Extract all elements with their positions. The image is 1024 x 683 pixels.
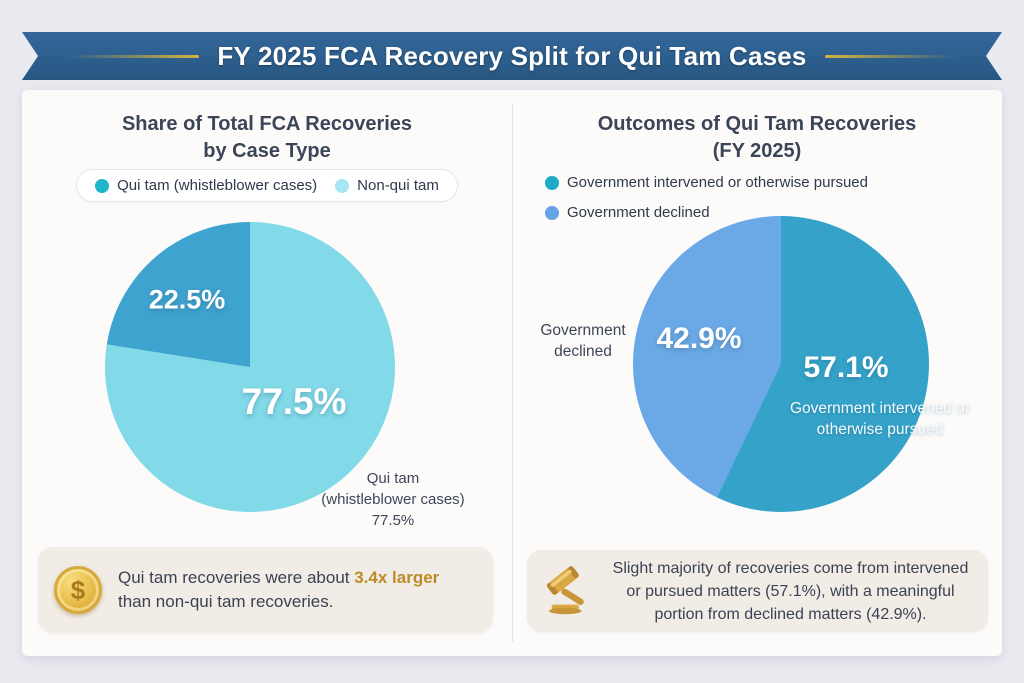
slice-label-qui-tam: 77.5% xyxy=(241,381,347,422)
slice-label-declined: 42.9% xyxy=(656,322,742,355)
right-callout-text: Slight majority of recoveries come from … xyxy=(612,559,969,623)
slice-label-intervened: 57.1% xyxy=(803,351,889,384)
declined-outside-label-line1: Government xyxy=(540,322,626,339)
intervened-inside-label: Government intervened or otherwise pursu… xyxy=(750,398,1010,440)
right-chart-title-line2: (FY 2025) xyxy=(712,140,802,162)
qui-tam-outside-label-line2: (whistleblower cases) xyxy=(321,491,465,508)
panel-divider xyxy=(512,104,513,642)
legend-dot-declined xyxy=(545,205,559,220)
right-chart-title: Outcomes of Qui Tam Recoveries (FY 2025) xyxy=(512,111,1002,165)
qui-tam-outside-label: Qui tam (whistleblower cases) 77.5% xyxy=(278,468,508,531)
title-banner: FY 2025 FCA Recovery Split for Qui Tam C… xyxy=(22,32,1002,80)
legend-dot-intervened xyxy=(545,175,559,190)
legend-item-non-qui-tam: Non-qui tam xyxy=(335,177,439,194)
content-card: Share of Total FCA Recoveries by Case Ty… xyxy=(22,90,1002,656)
left-chart-legend: Qui tam (whistleblower cases) Non-qui ta… xyxy=(76,169,458,202)
legend-label-qui-tam: Qui tam (whistleblower cases) xyxy=(117,177,318,194)
legend-dot-qui-tam xyxy=(95,178,110,193)
intervened-inside-label-line2: otherwise pursued xyxy=(816,421,944,438)
right-callout-box: Slight majority of recoveries come from … xyxy=(527,550,988,632)
gavel-icon xyxy=(537,560,599,622)
slice-label-non-qui-tam: 22.5% xyxy=(148,284,226,315)
page-title: FY 2025 FCA Recovery Split for Qui Tam C… xyxy=(217,40,807,71)
pie-chart-outcomes xyxy=(633,216,929,512)
left-callout-highlight: 3.4x larger xyxy=(354,568,440,587)
qui-tam-outside-label-line3: 77.5% xyxy=(371,512,415,529)
legend-item-qui-tam: Qui tam (whistleblower cases) xyxy=(95,177,317,194)
legend-label-non-qui-tam: Non-qui tam xyxy=(357,177,439,194)
gold-accent-line-right xyxy=(825,55,955,58)
legend-item-intervened: Government intervened or otherwise pursu… xyxy=(545,174,868,191)
declined-outside-label: Government declined xyxy=(518,320,648,362)
right-chart-legend: Government intervened or otherwise pursu… xyxy=(545,174,868,221)
left-callout-text-before: Qui tam recoveries were about xyxy=(118,568,355,587)
dollar-sign: $ xyxy=(70,575,86,605)
left-chart-title: Share of Total FCA Recoveries by Case Ty… xyxy=(22,111,512,165)
left-callout-box: $ Qui tam recoveries were about 3.4x lar… xyxy=(38,547,493,633)
legend-item-declined: Government declined xyxy=(545,204,868,221)
left-chart-title-line1: Share of Total FCA Recoveries xyxy=(121,113,413,135)
legend-dot-non-qui-tam xyxy=(335,178,350,193)
pie-chart-case-type xyxy=(105,222,395,512)
left-callout-text: Qui tam recoveries were about 3.4x large… xyxy=(118,566,475,614)
intervened-inside-label-line1: Government intervened or xyxy=(789,400,971,417)
left-callout-text-after: than non-qui tam recoveries. xyxy=(118,592,334,611)
left-chart-title-line2: by Case Type xyxy=(203,140,331,162)
legend-label-intervened: Government intervened or otherwise pursu… xyxy=(567,174,868,191)
gold-accent-line-left xyxy=(69,55,199,58)
right-chart-title-line1: Outcomes of Qui Tam Recoveries xyxy=(597,113,917,135)
declined-outside-label-line2: declined xyxy=(554,343,612,360)
legend-label-declined: Government declined xyxy=(567,204,710,221)
dollar-coin-icon: $ xyxy=(54,566,102,614)
qui-tam-outside-label-line1: Qui tam xyxy=(366,470,420,487)
